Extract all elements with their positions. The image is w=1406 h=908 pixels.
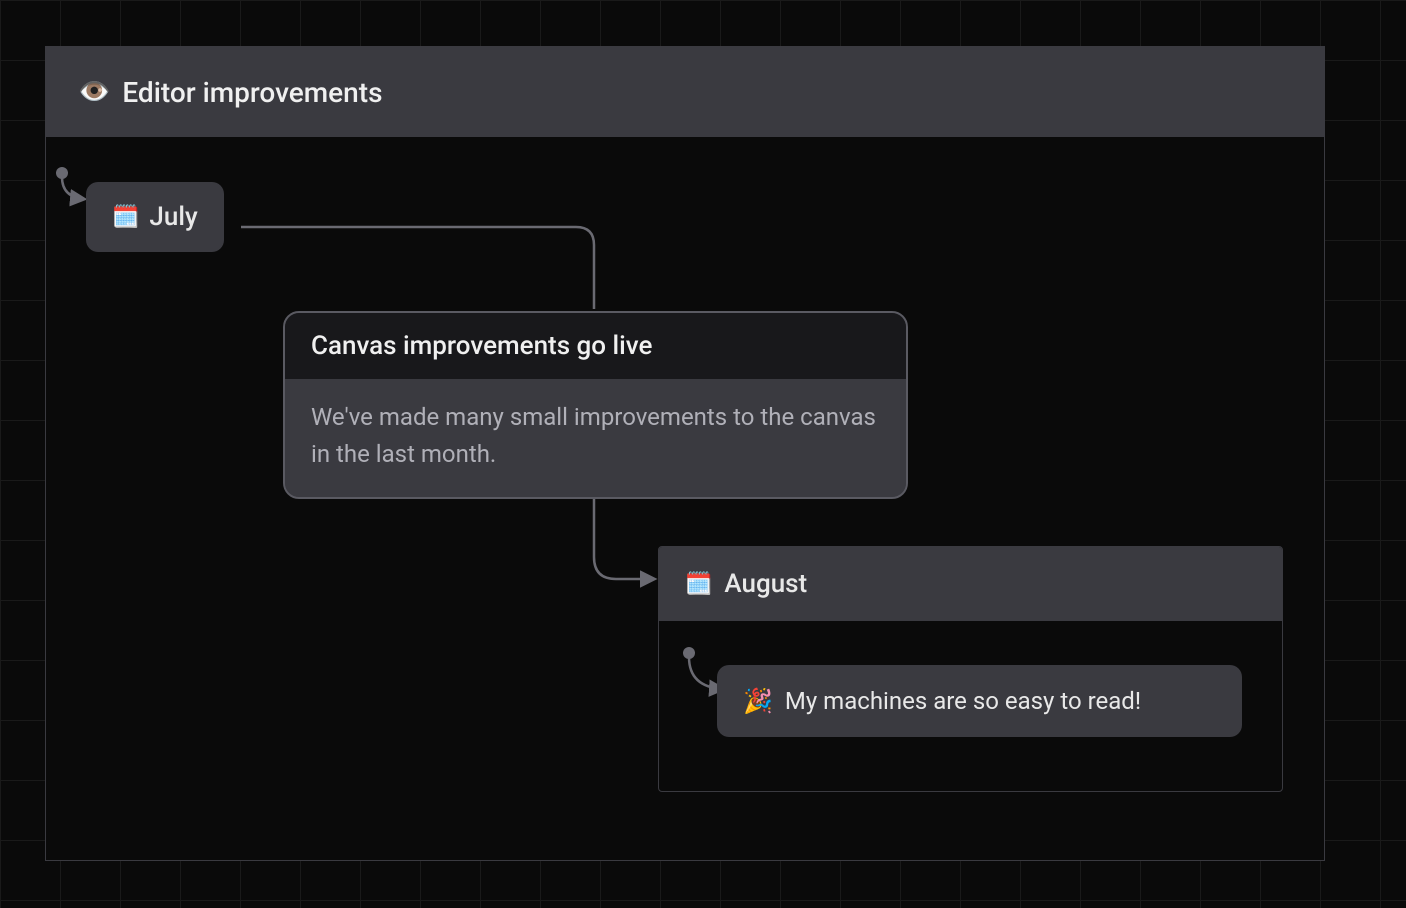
container-header[interactable]: 👁️ Editor improvements <box>46 47 1324 137</box>
node-july-label: July <box>149 202 197 232</box>
node-canvas-title: Canvas improvements go live <box>285 313 906 379</box>
editor-improvements-container: 👁️ Editor improvements 🗓️ July Canvas <box>45 46 1325 861</box>
party-icon: 🎉 <box>743 687 773 715</box>
node-message-text: My machines are so easy to read! <box>785 687 1141 715</box>
container-title: Editor improvements <box>122 76 382 109</box>
node-july[interactable]: 🗓️ July <box>86 182 224 252</box>
node-august-label: August <box>724 569 807 599</box>
node-august-body: 🎉 My machines are so easy to read! <box>659 621 1282 791</box>
calendar-icon: 🗓️ <box>112 205 139 230</box>
eye-icon: 👁️ <box>78 77 110 107</box>
node-august[interactable]: 🗓️ August 🎉 My machines are so easy to r… <box>658 546 1283 792</box>
node-august-header[interactable]: 🗓️ August <box>659 547 1282 621</box>
node-canvas-improvements[interactable]: Canvas improvements go live We've made m… <box>283 311 908 499</box>
calendar-icon: 🗓️ <box>685 572 712 597</box>
node-message[interactable]: 🎉 My machines are so easy to read! <box>717 665 1242 737</box>
canvas-area[interactable]: 🗓️ July Canvas improvements go live We'v… <box>46 137 1324 860</box>
node-canvas-body: We've made many small improvements to th… <box>285 379 906 497</box>
